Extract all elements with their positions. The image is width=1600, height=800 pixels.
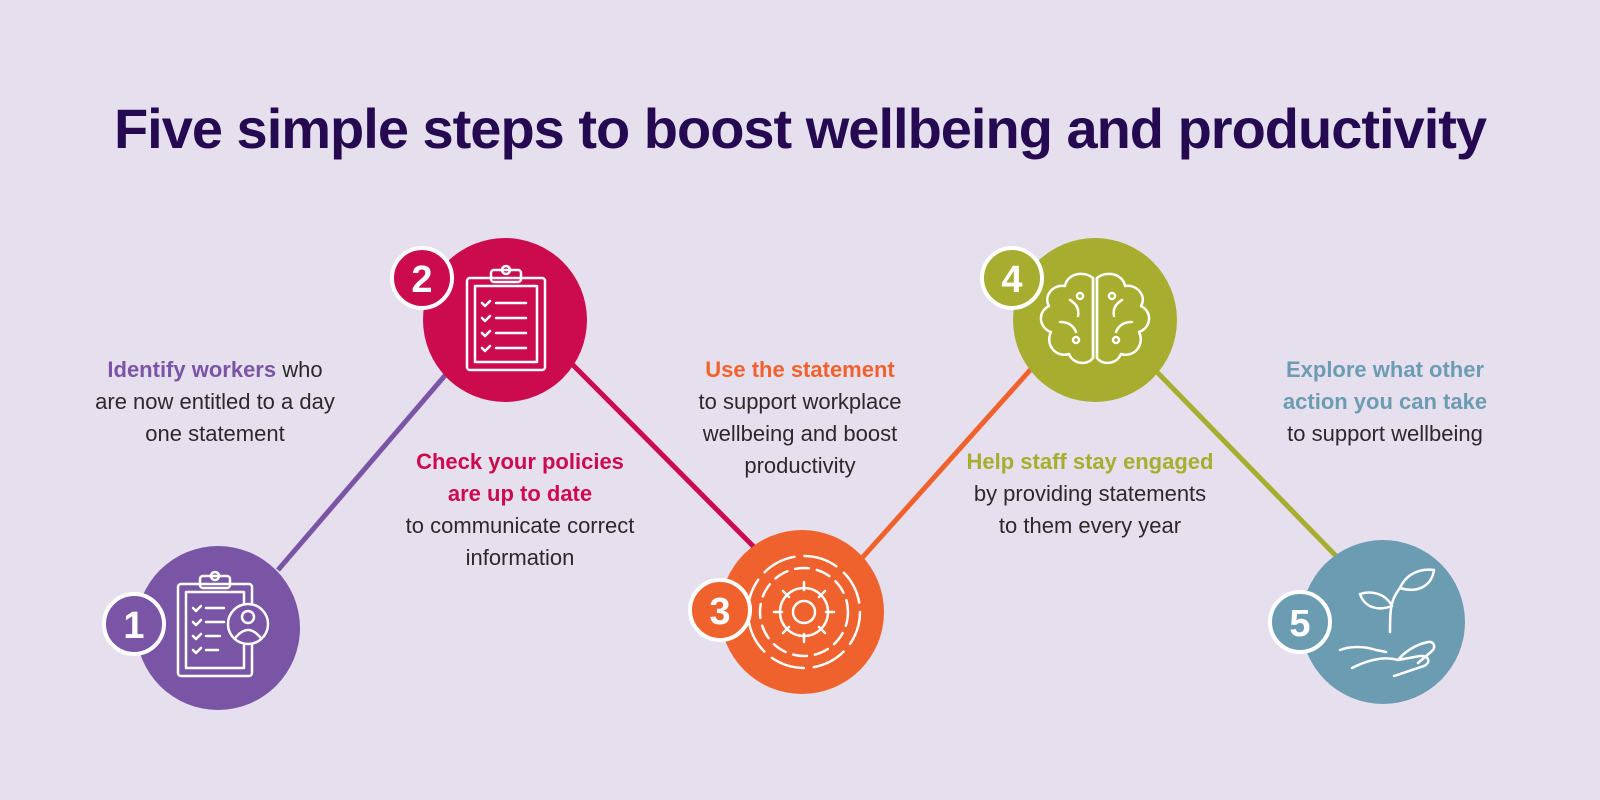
- step-4-description: Help staff stay engaged by providing sta…: [965, 446, 1215, 542]
- step-2-badge: [390, 246, 454, 310]
- step-1-description: Identify workers who are now entitled to…: [90, 354, 340, 450]
- step-2-body: to communicate correct information: [405, 513, 635, 570]
- connector-2-3: [568, 360, 757, 550]
- step-3: 3: [688, 530, 884, 694]
- step-4-body: by providing statements to them every ye…: [973, 481, 1207, 538]
- step-2-description: Check your policies are up to date to co…: [400, 446, 640, 574]
- step-4-number: 4: [1001, 259, 1022, 301]
- page-title: Five simple steps to boost wellbeing and…: [113, 97, 1487, 160]
- step-4-badge: [980, 246, 1044, 310]
- checklist-clipboard-icon: [465, 264, 547, 372]
- step-3-description: Use the statement to support workplace w…: [675, 354, 925, 482]
- step-1-badge: [102, 592, 166, 656]
- step-3-body: to support workplace wellbeing and boost…: [698, 389, 902, 478]
- connector-1-2: [276, 370, 450, 572]
- step-1: 1: [102, 546, 300, 710]
- step-4: 4: [980, 238, 1177, 402]
- step-1-body: who are now entitled to a day one statem…: [95, 357, 335, 446]
- step-5-body: to support wellbeing: [1287, 421, 1483, 446]
- step-3-highlight: Use the statement: [705, 357, 895, 382]
- step-3-badge: [688, 578, 752, 642]
- step-3-number: 3: [709, 591, 730, 633]
- step-2-number: 2: [411, 259, 432, 301]
- step-5-highlight: Explore what other action you can take: [1282, 357, 1488, 414]
- step-5: 5: [1268, 540, 1465, 704]
- step-4-circle: [1013, 238, 1177, 402]
- clipboard-worker-icon: [176, 570, 270, 678]
- step-5-description: Explore what other action you can take t…: [1260, 354, 1510, 450]
- connector-4-5: [1153, 368, 1340, 560]
- step-5-number: 5: [1289, 603, 1310, 645]
- step-2: 2: [390, 238, 587, 402]
- connector-3-4: [860, 366, 1034, 560]
- step-1-number: 1: [123, 605, 144, 647]
- step-2-highlight: Check your policies are up to date: [416, 449, 624, 506]
- brain-icon: [1039, 272, 1151, 365]
- step-4-highlight: Help staff stay engaged: [966, 449, 1214, 474]
- plant-in-hand-icon: [1338, 568, 1436, 678]
- step-5-badge: [1268, 590, 1332, 654]
- step-5-circle: [1301, 540, 1465, 704]
- step-1-highlight: Identify workers: [107, 357, 277, 382]
